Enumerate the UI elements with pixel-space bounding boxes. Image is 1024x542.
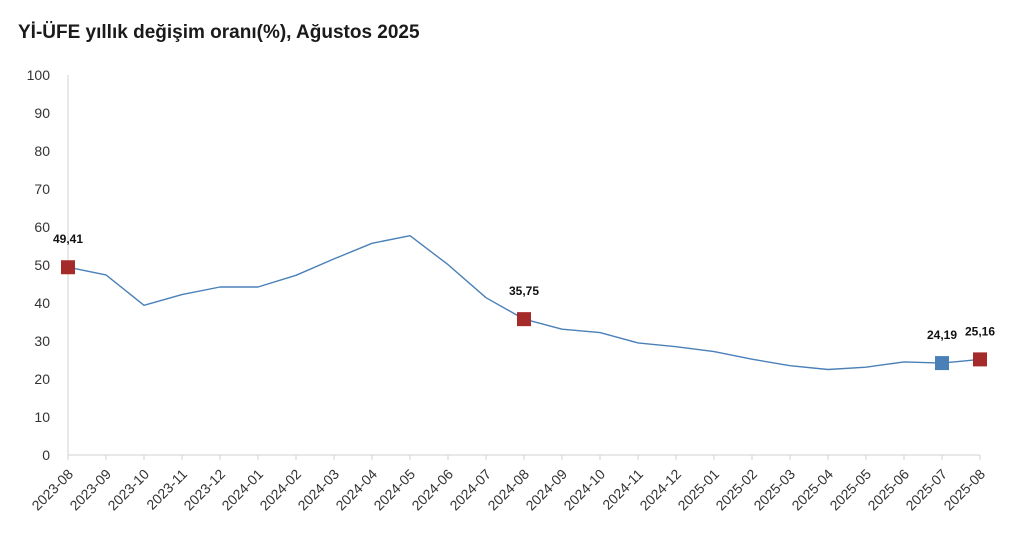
x-tick-label: 2024-08: [484, 466, 532, 514]
x-tick-label: 2025-08: [940, 466, 988, 514]
y-tick-label: 90: [34, 105, 50, 121]
x-tick-label: 2024-09: [522, 466, 570, 514]
x-tick-label: 2024-07: [446, 466, 494, 514]
x-tick-label: 2025-01: [674, 466, 722, 514]
chart-title: Yİ-ÜFE yıllık değişim oranı(%), Ağustos …: [18, 22, 420, 43]
x-tick-label: 2023-12: [180, 466, 228, 514]
x-tick-label: 2023-08: [28, 466, 76, 514]
x-tick-label: 2024-12: [636, 466, 684, 514]
x-tick-label: 2024-06: [408, 466, 456, 514]
y-tick-label: 60: [34, 219, 50, 235]
x-tick-label: 2025-05: [826, 466, 874, 514]
data-label: 35,75: [509, 284, 539, 298]
x-tick-label: 2023-10: [104, 466, 152, 514]
x-tick-label: 2025-02: [712, 466, 760, 514]
marker-layer: 49,41 35,75 24,19 25,16: [53, 232, 995, 371]
x-tick-labels: 2023-082023-092023-102023-112023-122024-…: [28, 466, 988, 514]
y-tick-label: 100: [27, 67, 51, 83]
y-tick-label: 10: [34, 409, 50, 425]
series-line: [67, 234, 981, 371]
data-label: 49,41: [53, 232, 83, 246]
data-point-marker: [517, 312, 531, 327]
x-tick-label: 2025-03: [750, 466, 798, 514]
data-point-marker: [935, 356, 949, 371]
y-tick-labels: 0 10 20 30 40 50 60 70 80 90 100: [27, 67, 51, 463]
series-line-layer: [67, 234, 981, 371]
x-tick-label: 2024-01: [218, 466, 266, 514]
x-tick-label: 2025-07: [902, 466, 950, 514]
x-tick-label: 2024-05: [370, 466, 418, 514]
x-tick-label: 2025-06: [864, 466, 912, 514]
y-tick-label: 0: [42, 447, 50, 463]
y-tick-label: 80: [34, 143, 50, 159]
x-tick-label: 2024-10: [560, 466, 608, 514]
x-tick-label: 2024-04: [332, 466, 380, 514]
data-label: 24,19: [927, 328, 957, 342]
data-point-marker: [61, 260, 75, 275]
data-point-marker: [973, 352, 987, 367]
y-tick-label: 40: [34, 295, 50, 311]
x-tick-label: 2025-04: [788, 466, 836, 514]
y-tick-label: 50: [34, 257, 50, 273]
y-tick-label: 20: [34, 371, 50, 387]
x-tick-label: 2024-03: [294, 466, 342, 514]
x-tick-label: 2023-09: [66, 466, 114, 514]
chart-axes: [67, 75, 981, 460]
y-tick-label: 30: [34, 333, 50, 349]
x-tick-label: 2024-02: [256, 466, 304, 514]
y-tick-label: 70: [34, 181, 50, 197]
data-label: 25,16: [965, 324, 995, 338]
